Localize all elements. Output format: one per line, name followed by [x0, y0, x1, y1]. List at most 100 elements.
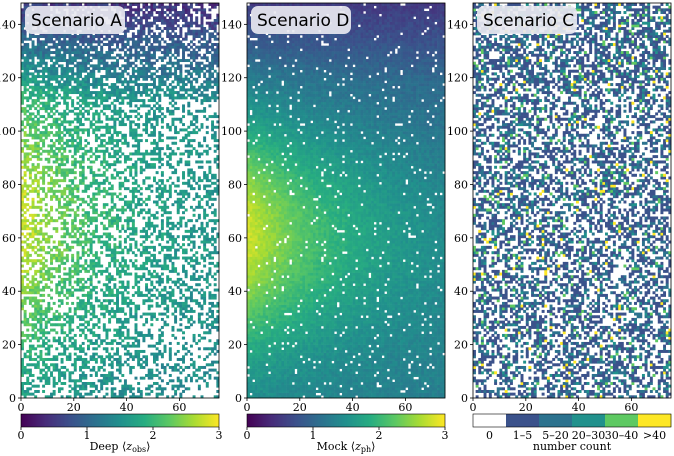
heatmap-cell: [69, 326, 72, 329]
heatmap-cell: [214, 283, 217, 286]
heatmap-cell: [121, 321, 124, 324]
heatmap-cell: [169, 379, 172, 382]
heatmap-cell: [140, 366, 143, 369]
heatmap-cell: [137, 350, 140, 353]
heatmap-cell: [21, 387, 24, 390]
heatmap-cell: [119, 326, 122, 329]
heatmap-cell: [71, 321, 74, 324]
heatmap-cell: [166, 363, 169, 366]
heatmap-cell: [198, 385, 201, 388]
heatmap-cell: [185, 283, 188, 286]
heatmap-cell: [74, 334, 77, 337]
heatmap-cell: [24, 297, 27, 300]
heatmap-cell: [82, 299, 85, 302]
heatmap-cell: [169, 286, 172, 289]
heatmap-cell: [66, 355, 69, 358]
heatmap-cell: [21, 283, 24, 286]
heatmap-cell: [161, 302, 164, 305]
heatmap-cell: [87, 361, 90, 364]
heatmap-cell: [71, 363, 74, 366]
heatmap-cell: [39, 329, 42, 332]
heatmap-cell: [21, 331, 24, 334]
heatmap-cell: [127, 283, 130, 286]
heatmap-cell: [39, 326, 42, 329]
heatmap-cell: [198, 347, 201, 350]
heatmap-cell: [58, 371, 61, 374]
heatmap-cell: [26, 350, 29, 353]
heatmap-cell: [108, 353, 111, 356]
heatmap-cell: [39, 275, 42, 278]
heatmap-cell: [82, 347, 85, 350]
heatmap-cell: [148, 369, 151, 372]
heatmap-cell: [161, 299, 164, 302]
heatmap-cell: [29, 339, 32, 342]
heatmap-cell: [206, 382, 209, 385]
heatmap-cell: [69, 315, 72, 318]
heatmap-cell: [150, 390, 153, 393]
heatmap-cell: [45, 347, 48, 350]
heatmap-cell: [185, 326, 188, 329]
heatmap-cell: [66, 313, 69, 316]
heatmap-cell: [47, 350, 50, 353]
heatmap-cell: [108, 289, 111, 292]
heatmap-cell: [153, 361, 156, 364]
heatmap-cell: [161, 281, 164, 284]
heatmap-cell: [32, 278, 35, 281]
heatmap-cell: [185, 353, 188, 356]
heatmap-cell: [203, 291, 206, 294]
heatmap-cell: [47, 382, 50, 385]
heatmap-cell: [116, 350, 119, 353]
heatmap-cell: [69, 379, 72, 382]
heatmap-cell: [174, 283, 177, 286]
heatmap-cell: [37, 355, 40, 358]
heatmap-cell: [211, 275, 214, 278]
heatmap-cell: [127, 334, 130, 337]
heatmap-cell: [105, 331, 108, 334]
heatmap-cell: [87, 366, 90, 369]
heatmap-cell: [116, 369, 119, 372]
heatmap-cell: [208, 291, 211, 294]
heatmap-cell: [95, 371, 98, 374]
heatmap-cell: [103, 305, 106, 308]
heatmap-cell: [58, 283, 61, 286]
heatmap-cell: [190, 318, 193, 321]
heatmap-cell: [208, 339, 211, 342]
heatmap-cell: [124, 286, 127, 289]
heatmap-cell: [95, 387, 98, 390]
heatmap-cell: [179, 278, 182, 281]
heatmap-cell: [124, 379, 127, 382]
heatmap-cell: [74, 310, 77, 313]
heatmap-cell: [148, 278, 151, 281]
heatmap-cell: [145, 283, 148, 286]
heatmap-cell: [193, 321, 196, 324]
heatmap-cell: [195, 283, 198, 286]
heatmap-cell: [108, 302, 111, 305]
heatmap-cell: [79, 347, 82, 350]
heatmap-cell: [42, 294, 45, 297]
heatmap-cell: [169, 278, 172, 281]
heatmap-cell: [63, 331, 66, 334]
heatmap-cell: [174, 353, 177, 356]
heatmap-cell: [98, 345, 101, 348]
heatmap-cell: [47, 275, 50, 278]
heatmap-cell: [206, 275, 209, 278]
heatmap-cell: [161, 289, 164, 292]
heatmap-cell: [26, 329, 29, 332]
heatmap-cell: [47, 347, 50, 350]
heatmap-cell: [135, 307, 138, 310]
heatmap-cell: [58, 281, 61, 284]
heatmap-cell: [203, 371, 206, 374]
heatmap-cell: [79, 379, 82, 382]
heatmap-cell: [53, 377, 56, 380]
heatmap-cell: [198, 275, 201, 278]
heatmap-cell: [190, 345, 193, 348]
heatmap-cell: [29, 358, 32, 361]
heatmap-cell: [113, 358, 116, 361]
heatmap-cell: [45, 342, 48, 345]
heatmap-cell: [45, 358, 48, 361]
heatmap-cell: [76, 385, 79, 388]
heatmap-cell: [113, 393, 116, 396]
heatmap-cell: [66, 278, 69, 281]
heatmap-cell: [161, 313, 164, 316]
heatmap-cell: [179, 313, 182, 316]
